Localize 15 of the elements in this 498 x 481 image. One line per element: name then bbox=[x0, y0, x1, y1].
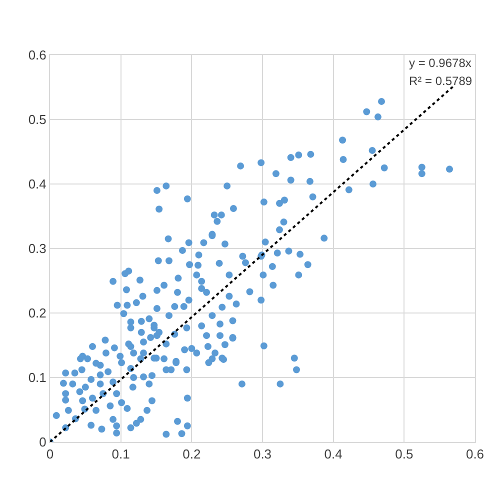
annotation: R² = 0.5789 bbox=[409, 74, 472, 88]
x-tick-label: 0.2 bbox=[182, 446, 201, 462]
x-tick-label: 0.1 bbox=[112, 446, 130, 462]
x-tick-label: 0.5 bbox=[395, 446, 414, 462]
y-tick-label: 0 bbox=[39, 434, 46, 450]
y-tick-label: 0.6 bbox=[28, 48, 46, 63]
x-tick-label: 0.6 bbox=[466, 446, 484, 462]
y-tick-label: 0.4 bbox=[28, 176, 46, 192]
y-tick-label: 0.1 bbox=[28, 370, 46, 386]
y-tick-label: 0.3 bbox=[28, 241, 46, 256]
y-tick-label: 0.5 bbox=[28, 112, 46, 128]
y-tick-label: 0.2 bbox=[28, 306, 46, 321]
annotation: y = 0.9678x bbox=[409, 56, 472, 70]
x-tick-label: 0.3 bbox=[253, 446, 272, 462]
x-tick-label: 0.4 bbox=[324, 446, 342, 462]
